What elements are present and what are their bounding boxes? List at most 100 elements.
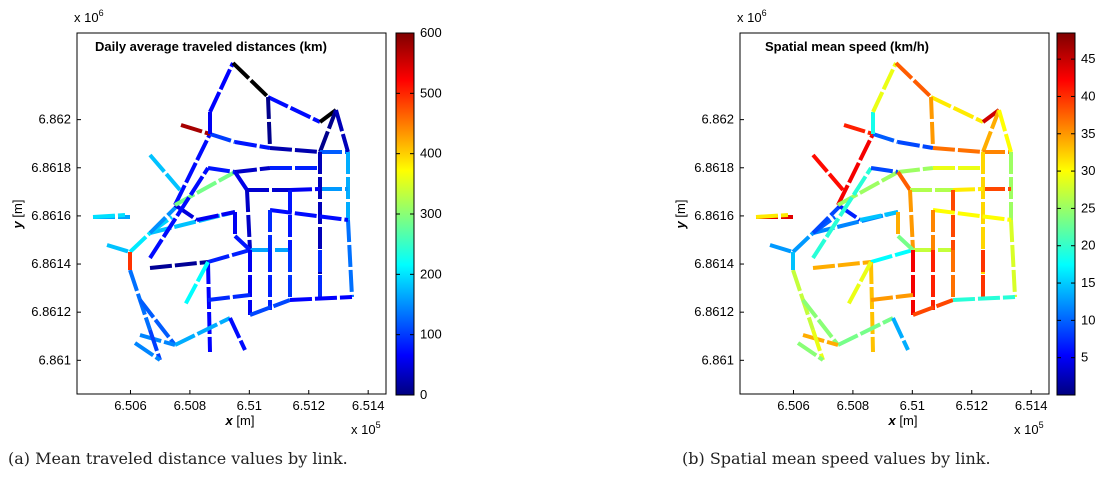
colorbar-tick-label: 5 [1081,350,1088,365]
link-segment [148,153,182,192]
x-tick-label: 6.514 [352,398,385,413]
link-segment [872,132,899,144]
link-segment [837,170,899,207]
link-segment [912,298,954,317]
x-ticks-a: 6.506 6.508 6.51 6.512 6.514 [114,390,384,413]
link-segment [233,170,249,192]
chart-a-title: Daily average traveled distances (km) [95,39,327,54]
y-tick-label: 6.8616 [31,208,71,223]
link-segment [233,234,252,252]
link-segment [859,210,899,222]
y-tick-label: 6.8614 [694,256,734,271]
link-segment [870,248,914,264]
link-segment [843,123,874,136]
link-segment [208,62,235,113]
link-segment [196,210,236,222]
y-tick-label: 6.8612 [31,304,71,319]
link-segment [334,109,350,153]
link-segment [289,295,353,302]
colorbar-tick-label: 20 [1081,238,1095,253]
colorbar-tick-label: 600 [420,25,442,40]
x-tick-label: 6.51 [900,398,925,413]
x-ticks-b: 6.506 6.508 6.51 6.512 6.514 [777,390,1047,413]
y-exponent-a: x 106 [74,8,104,25]
colorbar-tick-label: 10 [1081,312,1095,327]
colorbar-tick-label: 500 [420,85,442,100]
x-axis-label-a: x [m] [225,413,255,428]
link-segment [234,140,271,150]
link-segment [952,295,1016,302]
panel-b: Spatial mean speed (km/h) 6.506 6.508 6.51… [673,8,1095,437]
link-segment [801,298,840,347]
panel-a: Daily average traveled distances (km) 6.… [10,8,442,437]
link-segment [812,260,872,270]
link-segment [891,317,910,351]
colorbar-tick-label: 35 [1081,126,1095,141]
colorbar-tick-label: 15 [1081,275,1095,290]
link-segment [106,243,131,254]
link-segment [811,153,845,192]
link-segment [846,261,873,306]
x-tick-label: 6.508 [174,398,207,413]
link-segment [811,329,825,361]
x-tick-label: 6.508 [837,398,870,413]
link-segment [173,203,199,222]
link-segment [207,166,236,174]
link-segment [811,205,841,235]
link-segment [811,166,873,260]
x-exponent-a: x 105 [351,420,381,437]
link-segment [836,133,875,206]
colorbar-tick-label: 200 [420,266,442,281]
colorbar-tick-label: 300 [420,206,442,221]
y-tick-label: 6.862 [38,112,71,127]
link-segment [908,189,915,251]
links-a [92,61,354,362]
y-tick-label: 6.8616 [694,208,734,223]
link-segment [245,189,252,251]
link-segment [870,293,914,302]
link-segment [92,213,126,219]
link-segment [149,260,209,270]
link-segment [318,109,338,153]
colorbar-tick-label: 45 [1081,51,1095,66]
link-segment [791,231,815,254]
colorbar-tick-label: 400 [420,146,442,161]
link-segment [228,317,247,351]
link-segment [981,109,1001,153]
link-segment [812,210,899,235]
x-tick-label: 6.512 [292,398,325,413]
link-segment [148,166,210,260]
y-axis-label-b: y [m] [673,200,688,230]
y-ticks-b: 6.861 6.8612 6.8614 6.8616 6.8618 6.862 [694,112,744,367]
link-segment [180,123,211,136]
link-segment [894,61,933,99]
caption-b: (b) Spatial mean speed values by link. [682,449,991,468]
link-segment [249,298,291,317]
colorbar-tick-label: 100 [420,327,442,342]
link-segment [207,293,251,302]
colorbar-a-ticks: 0 100 200 300 400 500 600 [396,25,442,402]
colorbar-b [1056,32,1076,396]
link-segment [769,243,794,254]
y-tick-label: 6.8612 [694,304,734,319]
link-segment [269,146,321,154]
colorbar-tick-label: 40 [1081,88,1095,103]
link-segment [896,170,912,192]
links-b [755,61,1017,362]
link-segment [289,187,321,192]
link-segment [183,261,210,306]
link-segment [174,170,236,207]
colorbar-tick-label: 0 [420,387,427,402]
link-segment [173,133,212,206]
link-segment [897,140,934,150]
y-ticks-a: 6.861 6.8612 6.8614 6.8616 6.8618 6.862 [31,112,81,367]
y-tick-label: 6.861 [701,352,734,367]
colorbar-tick-label: 30 [1081,163,1095,178]
link-segment [796,341,825,362]
link-segment [837,316,894,347]
link-segment [266,96,272,149]
x-tick-label: 6.51 [237,398,262,413]
link-segment [206,261,212,353]
y-tick-label: 6.861 [38,352,71,367]
